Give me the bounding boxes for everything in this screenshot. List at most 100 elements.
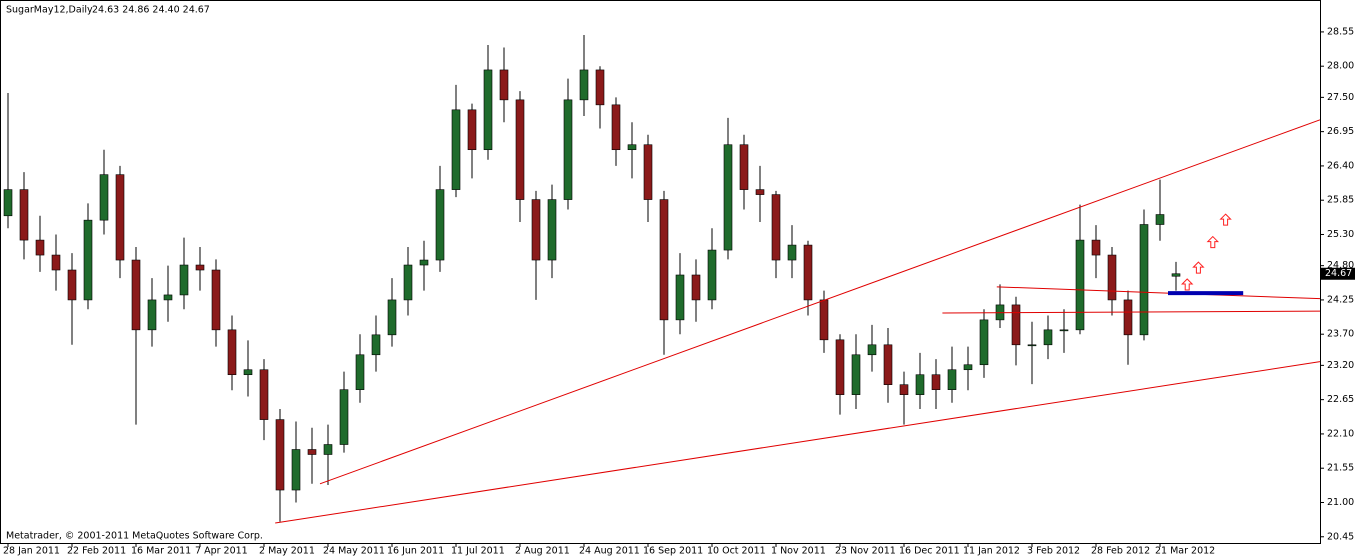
y-tick-label: 21.55 — [1327, 463, 1354, 474]
candle-body — [883, 344, 893, 385]
candle-body — [835, 339, 845, 395]
candle-body — [371, 334, 381, 356]
candle-body — [387, 299, 397, 336]
candle-body — [275, 419, 285, 491]
candle-body — [1171, 273, 1181, 277]
candle-body — [947, 369, 957, 390]
last-price-box — [1321, 267, 1355, 280]
y-tick-label: 23.70 — [1327, 329, 1354, 340]
candle-body — [147, 299, 157, 331]
candle-body — [627, 144, 637, 151]
trend-line — [942, 310, 1321, 314]
candle-body — [3, 189, 13, 217]
candle-body — [467, 109, 477, 151]
x-tick-label: 28 Feb 2012 — [1091, 546, 1150, 557]
up-arrow — [1219, 213, 1232, 226]
candle-body — [131, 259, 141, 331]
x-tick-label: 23 Nov 2011 — [835, 546, 896, 557]
candle-body — [931, 374, 941, 390]
y-tick-label: 25.85 — [1327, 195, 1354, 206]
candle-body — [195, 264, 205, 271]
candle-body — [675, 274, 685, 321]
x-tick-label: 16 Jun 2011 — [387, 546, 444, 557]
candle-body — [35, 239, 45, 256]
x-tick-label: 16 Dec 2011 — [899, 546, 960, 557]
candle-body — [771, 194, 781, 261]
x-tick-label: 11 Jan 2012 — [963, 546, 1020, 557]
candle-body — [803, 244, 813, 301]
candle-body — [707, 249, 717, 301]
candle-body — [67, 269, 77, 301]
up-arrow — [1180, 278, 1194, 291]
candle-body — [83, 219, 93, 301]
candle-body — [419, 259, 429, 266]
candle-body — [163, 294, 173, 301]
trend-line — [996, 286, 1321, 300]
candle-body — [595, 69, 605, 106]
y-tick-label: 26.95 — [1327, 126, 1354, 137]
x-tick-label: 24 May 2011 — [323, 546, 385, 557]
candle-body — [1027, 344, 1037, 347]
up-arrow — [1192, 261, 1205, 274]
x-tick-label: 21 Mar 2012 — [1155, 546, 1215, 557]
candle-body — [531, 199, 541, 261]
candle-body — [1155, 214, 1165, 225]
x-tick-label: 16 Sep 2011 — [643, 546, 703, 557]
candle-body — [323, 444, 333, 455]
candle-body — [483, 69, 493, 151]
candle-body — [723, 144, 733, 251]
y-tick-label: 25.30 — [1327, 229, 1354, 240]
candle-body — [659, 199, 669, 321]
up-arrow — [1206, 235, 1220, 249]
candle-body — [259, 369, 269, 420]
x-tick-label: 2 Aug 2011 — [515, 546, 570, 557]
candle-body — [1059, 329, 1069, 332]
candle-body — [915, 374, 925, 395]
y-tick-label: 22.10 — [1327, 428, 1354, 439]
candle-body — [787, 244, 797, 261]
candle-body — [451, 109, 461, 190]
candle-body — [579, 69, 589, 101]
y-tick-label: 28.00 — [1327, 61, 1354, 72]
candle-body — [499, 69, 509, 101]
footer: Metatrader, © 2001-2011 MetaQuotes Softw… — [6, 531, 263, 542]
x-tick-label: 16 Mar 2011 — [131, 546, 191, 557]
candle-body — [291, 449, 301, 491]
y-tick-label: 21.00 — [1327, 497, 1354, 508]
candle-body — [19, 189, 29, 241]
candle-body — [1139, 224, 1149, 336]
x-tick-label: 3 Feb 2012 — [1027, 546, 1080, 557]
y-tick-label: 27.50 — [1327, 92, 1354, 103]
candle-body — [755, 189, 765, 195]
candle-body — [563, 99, 573, 200]
candle-body — [851, 354, 861, 395]
y-tick-label: 28.55 — [1327, 26, 1354, 37]
candle-body — [403, 264, 413, 301]
candle-body — [99, 174, 109, 221]
candle-body — [179, 264, 189, 296]
candle-body — [1011, 304, 1021, 346]
candle-body — [339, 389, 349, 445]
candle-body — [547, 199, 557, 261]
y-tick-label: 24.80 — [1327, 260, 1354, 271]
candle-body — [1123, 299, 1133, 336]
candle-body — [963, 364, 973, 371]
trend-line — [319, 119, 1321, 485]
last-price-label: 24.67 — [1325, 268, 1352, 279]
candle-body — [691, 274, 701, 301]
candle-body — [515, 99, 525, 200]
candle-body — [227, 329, 237, 376]
chart-title: SugarMay12,Daily — [6, 5, 93, 16]
candle-body — [1043, 329, 1053, 346]
x-tick-label: 24 Aug 2011 — [579, 546, 640, 557]
candle-body — [979, 319, 989, 366]
candle-body — [819, 299, 829, 341]
candle-body — [435, 189, 445, 261]
trend-line — [275, 361, 1321, 524]
candle-body — [51, 254, 61, 271]
candle-body — [1075, 239, 1085, 331]
y-tick-label: 26.40 — [1327, 160, 1354, 171]
candle-body — [307, 449, 317, 455]
y-tick-label: 22.65 — [1327, 394, 1354, 405]
